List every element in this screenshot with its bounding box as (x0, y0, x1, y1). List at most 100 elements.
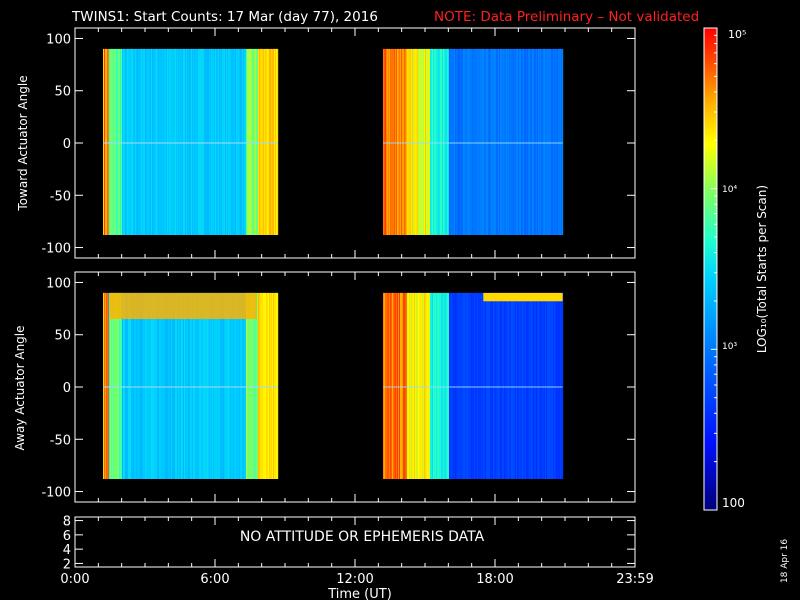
heatmap-column (406, 48, 408, 236)
heatmap-column (418, 48, 420, 236)
heatmap-column (112, 48, 114, 236)
heatmap-column (274, 48, 276, 236)
heatmap-column (453, 292, 455, 479)
heatmap-column (504, 48, 506, 236)
heatmap-column (447, 292, 449, 479)
heatmap-column (122, 292, 124, 479)
heatmap-column (426, 292, 428, 479)
heatmap-column (195, 292, 197, 479)
away-heatmap (103, 292, 564, 479)
heatmap-column (272, 48, 274, 236)
heatmap-column (455, 292, 457, 479)
heatmap-column (218, 292, 220, 479)
heatmap-column (550, 292, 552, 479)
heatmap-column (223, 48, 225, 236)
heatmap-column (177, 292, 179, 479)
y-tick-label: -50 (50, 433, 71, 448)
heatmap-column (170, 292, 172, 479)
heatmap-column (217, 292, 219, 479)
heatmap-column (548, 48, 550, 236)
heatmap-column (505, 292, 507, 479)
heatmap-column (232, 48, 234, 236)
heatmap-column (497, 48, 499, 236)
heatmap-column (106, 292, 108, 479)
heatmap-column (132, 48, 134, 236)
heatmap-column (491, 292, 493, 479)
heatmap-column (170, 48, 172, 236)
heatmap-column (437, 292, 439, 479)
heatmap-column (234, 48, 236, 236)
heatmap-column (224, 292, 226, 479)
heatmap-column (529, 48, 531, 236)
heatmap-column (482, 48, 484, 236)
heatmap-column (192, 292, 194, 479)
heatmap-column (163, 292, 165, 479)
heatmap-column (111, 292, 113, 479)
heatmap-column (459, 48, 461, 236)
heatmap-column (554, 48, 556, 236)
heatmap-column (514, 292, 516, 479)
heatmap-column (441, 48, 443, 236)
heatmap-column (227, 48, 229, 236)
heatmap-column (218, 48, 220, 236)
heatmap-column (214, 48, 216, 236)
heatmap-column (553, 48, 555, 236)
heatmap-column (134, 292, 136, 479)
heatmap-column (175, 292, 177, 479)
heatmap-column (261, 48, 263, 236)
heatmap-column (420, 292, 422, 479)
heatmap-column (117, 48, 119, 236)
heatmap-column (107, 48, 109, 236)
heatmap-column (201, 48, 203, 236)
heatmap-column (554, 292, 556, 479)
colorbar-tick-label: 10⁴ (722, 185, 737, 195)
heatmap-column (527, 292, 529, 479)
heatmap-column (277, 48, 279, 236)
x-tick-labels: 0:00 6:00 12:00 18:00 23:59 (60, 572, 653, 587)
heatmap-column (127, 48, 129, 236)
heatmap-column (520, 292, 522, 479)
heatmap-column (236, 48, 238, 236)
heatmap-column (276, 48, 278, 236)
heatmap-column (410, 292, 412, 479)
heatmap-column (402, 292, 404, 479)
heatmap-column (112, 292, 114, 479)
heatmap-column (240, 292, 242, 479)
heatmap-column (401, 292, 403, 479)
heatmap-column (216, 48, 218, 236)
heatmap-column (269, 292, 271, 479)
colorbar-label: LOG₁₀(Total Starts per Scan) (755, 185, 769, 353)
heatmap-column (115, 292, 117, 479)
heatmap-column (479, 292, 481, 479)
heatmap-column (418, 292, 420, 479)
heatmap-column (108, 48, 110, 236)
heatmap-column (198, 292, 200, 479)
heatmap-column (200, 292, 202, 479)
heatmap-column (500, 48, 502, 236)
heatmap-column (406, 292, 408, 479)
heatmap-column (243, 292, 245, 479)
heatmap-column (262, 292, 264, 479)
heatmap-column (133, 48, 135, 236)
heatmap-column (402, 48, 404, 236)
heatmap-column (474, 292, 476, 479)
heatmap-column (210, 292, 212, 479)
heatmap-column (232, 292, 234, 479)
heatmap-column (408, 48, 410, 236)
heatmap-column (472, 48, 474, 236)
heatmap-column (172, 48, 174, 236)
heatmap-column (506, 48, 508, 236)
heatmap-column (180, 48, 182, 236)
heatmap-column (471, 292, 473, 479)
heatmap-column (476, 48, 478, 236)
heatmap-column (486, 292, 488, 479)
heatmap-column (421, 48, 423, 236)
heatmap-column (531, 48, 533, 236)
heatmap-column (387, 292, 389, 479)
heatmap-column (509, 48, 511, 236)
heatmap-column (201, 292, 203, 479)
heatmap-column (153, 48, 155, 236)
y-tick-label: 0 (63, 137, 71, 152)
heatmap-column (387, 48, 389, 236)
